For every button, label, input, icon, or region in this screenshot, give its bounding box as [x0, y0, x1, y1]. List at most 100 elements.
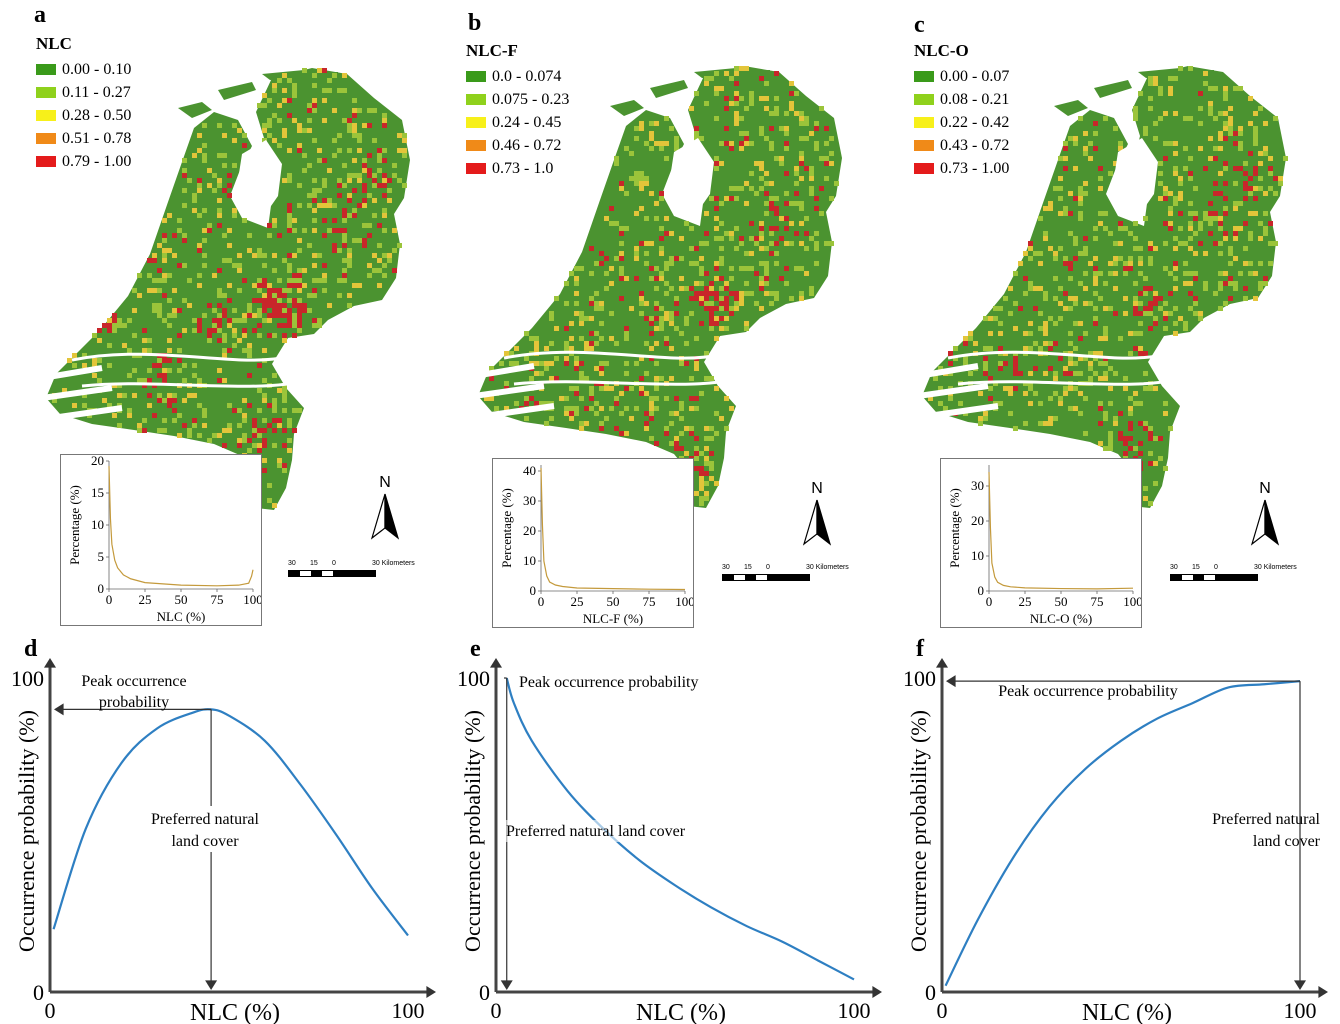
raster-cell — [739, 301, 744, 306]
raster-cell — [1073, 301, 1078, 306]
inset-histogram-line — [540, 467, 686, 591]
raster-cell — [1173, 266, 1178, 271]
raster-cell — [302, 308, 307, 313]
legend-swatch — [36, 87, 56, 98]
raster-cell — [322, 118, 327, 123]
raster-cell — [272, 223, 277, 228]
raster-cell — [247, 438, 252, 443]
raster-cell — [604, 361, 609, 366]
raster-cell — [774, 241, 779, 246]
raster-cell — [1208, 86, 1213, 91]
raster-cell — [162, 273, 167, 278]
raster-cell — [1083, 151, 1088, 156]
raster-cell — [162, 233, 167, 238]
raster-cell — [829, 161, 834, 166]
raster-cell — [1153, 246, 1158, 251]
legend-label: 0.51 - 0.78 — [62, 129, 132, 147]
raster-cell — [1158, 91, 1163, 96]
raster-cell — [704, 271, 709, 276]
raster-cell — [724, 296, 729, 301]
raster-cell — [729, 76, 734, 81]
raster-cell — [694, 91, 699, 96]
raster-cell — [1233, 236, 1238, 241]
raster-cell — [589, 316, 594, 321]
raster-cell — [242, 348, 247, 353]
raster-cell — [82, 353, 87, 358]
raster-cell — [579, 266, 584, 271]
raster-cell — [789, 241, 794, 246]
arrow-head — [44, 658, 56, 668]
raster-cell — [307, 243, 312, 248]
raster-cell — [978, 391, 983, 396]
panel-a-letter: a — [34, 2, 46, 28]
raster-cell — [799, 176, 804, 181]
raster-cell — [809, 291, 814, 296]
raster-cell — [1188, 171, 1193, 176]
raster-cell — [1063, 391, 1068, 396]
raster-cell — [754, 236, 759, 241]
raster-cell — [212, 328, 217, 333]
raster-cell — [1253, 136, 1258, 141]
raster-cell — [1143, 421, 1148, 426]
raster-cell — [1048, 421, 1053, 426]
raster-cell — [172, 418, 177, 423]
raster-cell — [724, 326, 729, 331]
raster-cell — [232, 163, 237, 168]
raster-cell — [709, 326, 714, 331]
raster-cell — [142, 378, 147, 383]
raster-cell — [152, 303, 157, 308]
raster-cell — [1193, 231, 1198, 236]
raster-cell — [544, 421, 549, 426]
raster-cell — [619, 226, 624, 231]
raster-cell — [1223, 91, 1228, 96]
raster-cell — [1098, 441, 1103, 446]
raster-cell — [704, 436, 709, 441]
raster-cell — [1168, 311, 1173, 316]
raster-cell — [534, 341, 539, 346]
raster-cell — [669, 231, 674, 236]
raster-cell — [192, 423, 197, 428]
raster-cell — [297, 203, 302, 208]
raster-cell — [192, 318, 197, 323]
raster-cell — [1078, 196, 1083, 201]
raster-cell — [978, 421, 983, 426]
panel-letter: f — [916, 636, 925, 662]
raster-cell — [1173, 171, 1178, 176]
raster-cell — [744, 106, 749, 111]
raster-cell — [574, 301, 579, 306]
raster-cell — [392, 173, 397, 178]
raster-cell — [694, 436, 699, 441]
raster-cell — [779, 236, 784, 241]
north-arrow: N — [370, 474, 400, 547]
raster-cell — [317, 203, 322, 208]
raster-cell — [1053, 276, 1058, 281]
raster-cell — [1128, 261, 1133, 266]
raster-cell — [82, 363, 87, 368]
raster-cell — [1118, 141, 1123, 146]
raster-cell — [784, 141, 789, 146]
raster-cell — [764, 96, 769, 101]
raster-cell — [277, 313, 282, 318]
raster-cell — [272, 428, 277, 433]
raster-cell — [1008, 411, 1013, 416]
raster-cell — [217, 213, 222, 218]
raster-cell — [1043, 371, 1048, 376]
raster-cell — [529, 376, 534, 381]
raster-cell — [649, 321, 654, 326]
raster-cell — [764, 261, 769, 266]
raster-cell — [589, 271, 594, 276]
raster-cell — [559, 396, 564, 401]
raster-cell — [1093, 351, 1098, 356]
raster-cell — [1153, 76, 1158, 81]
raster-cell — [232, 308, 237, 313]
raster-cell — [317, 253, 322, 258]
raster-cell — [372, 173, 377, 178]
arrow-head — [54, 703, 64, 716]
raster-cell — [1118, 221, 1123, 226]
raster-cell — [694, 246, 699, 251]
raster-cell — [132, 308, 137, 313]
raster-cell — [714, 216, 719, 221]
raster-cell — [779, 161, 784, 166]
raster-cell — [207, 303, 212, 308]
raster-cell — [564, 396, 569, 401]
